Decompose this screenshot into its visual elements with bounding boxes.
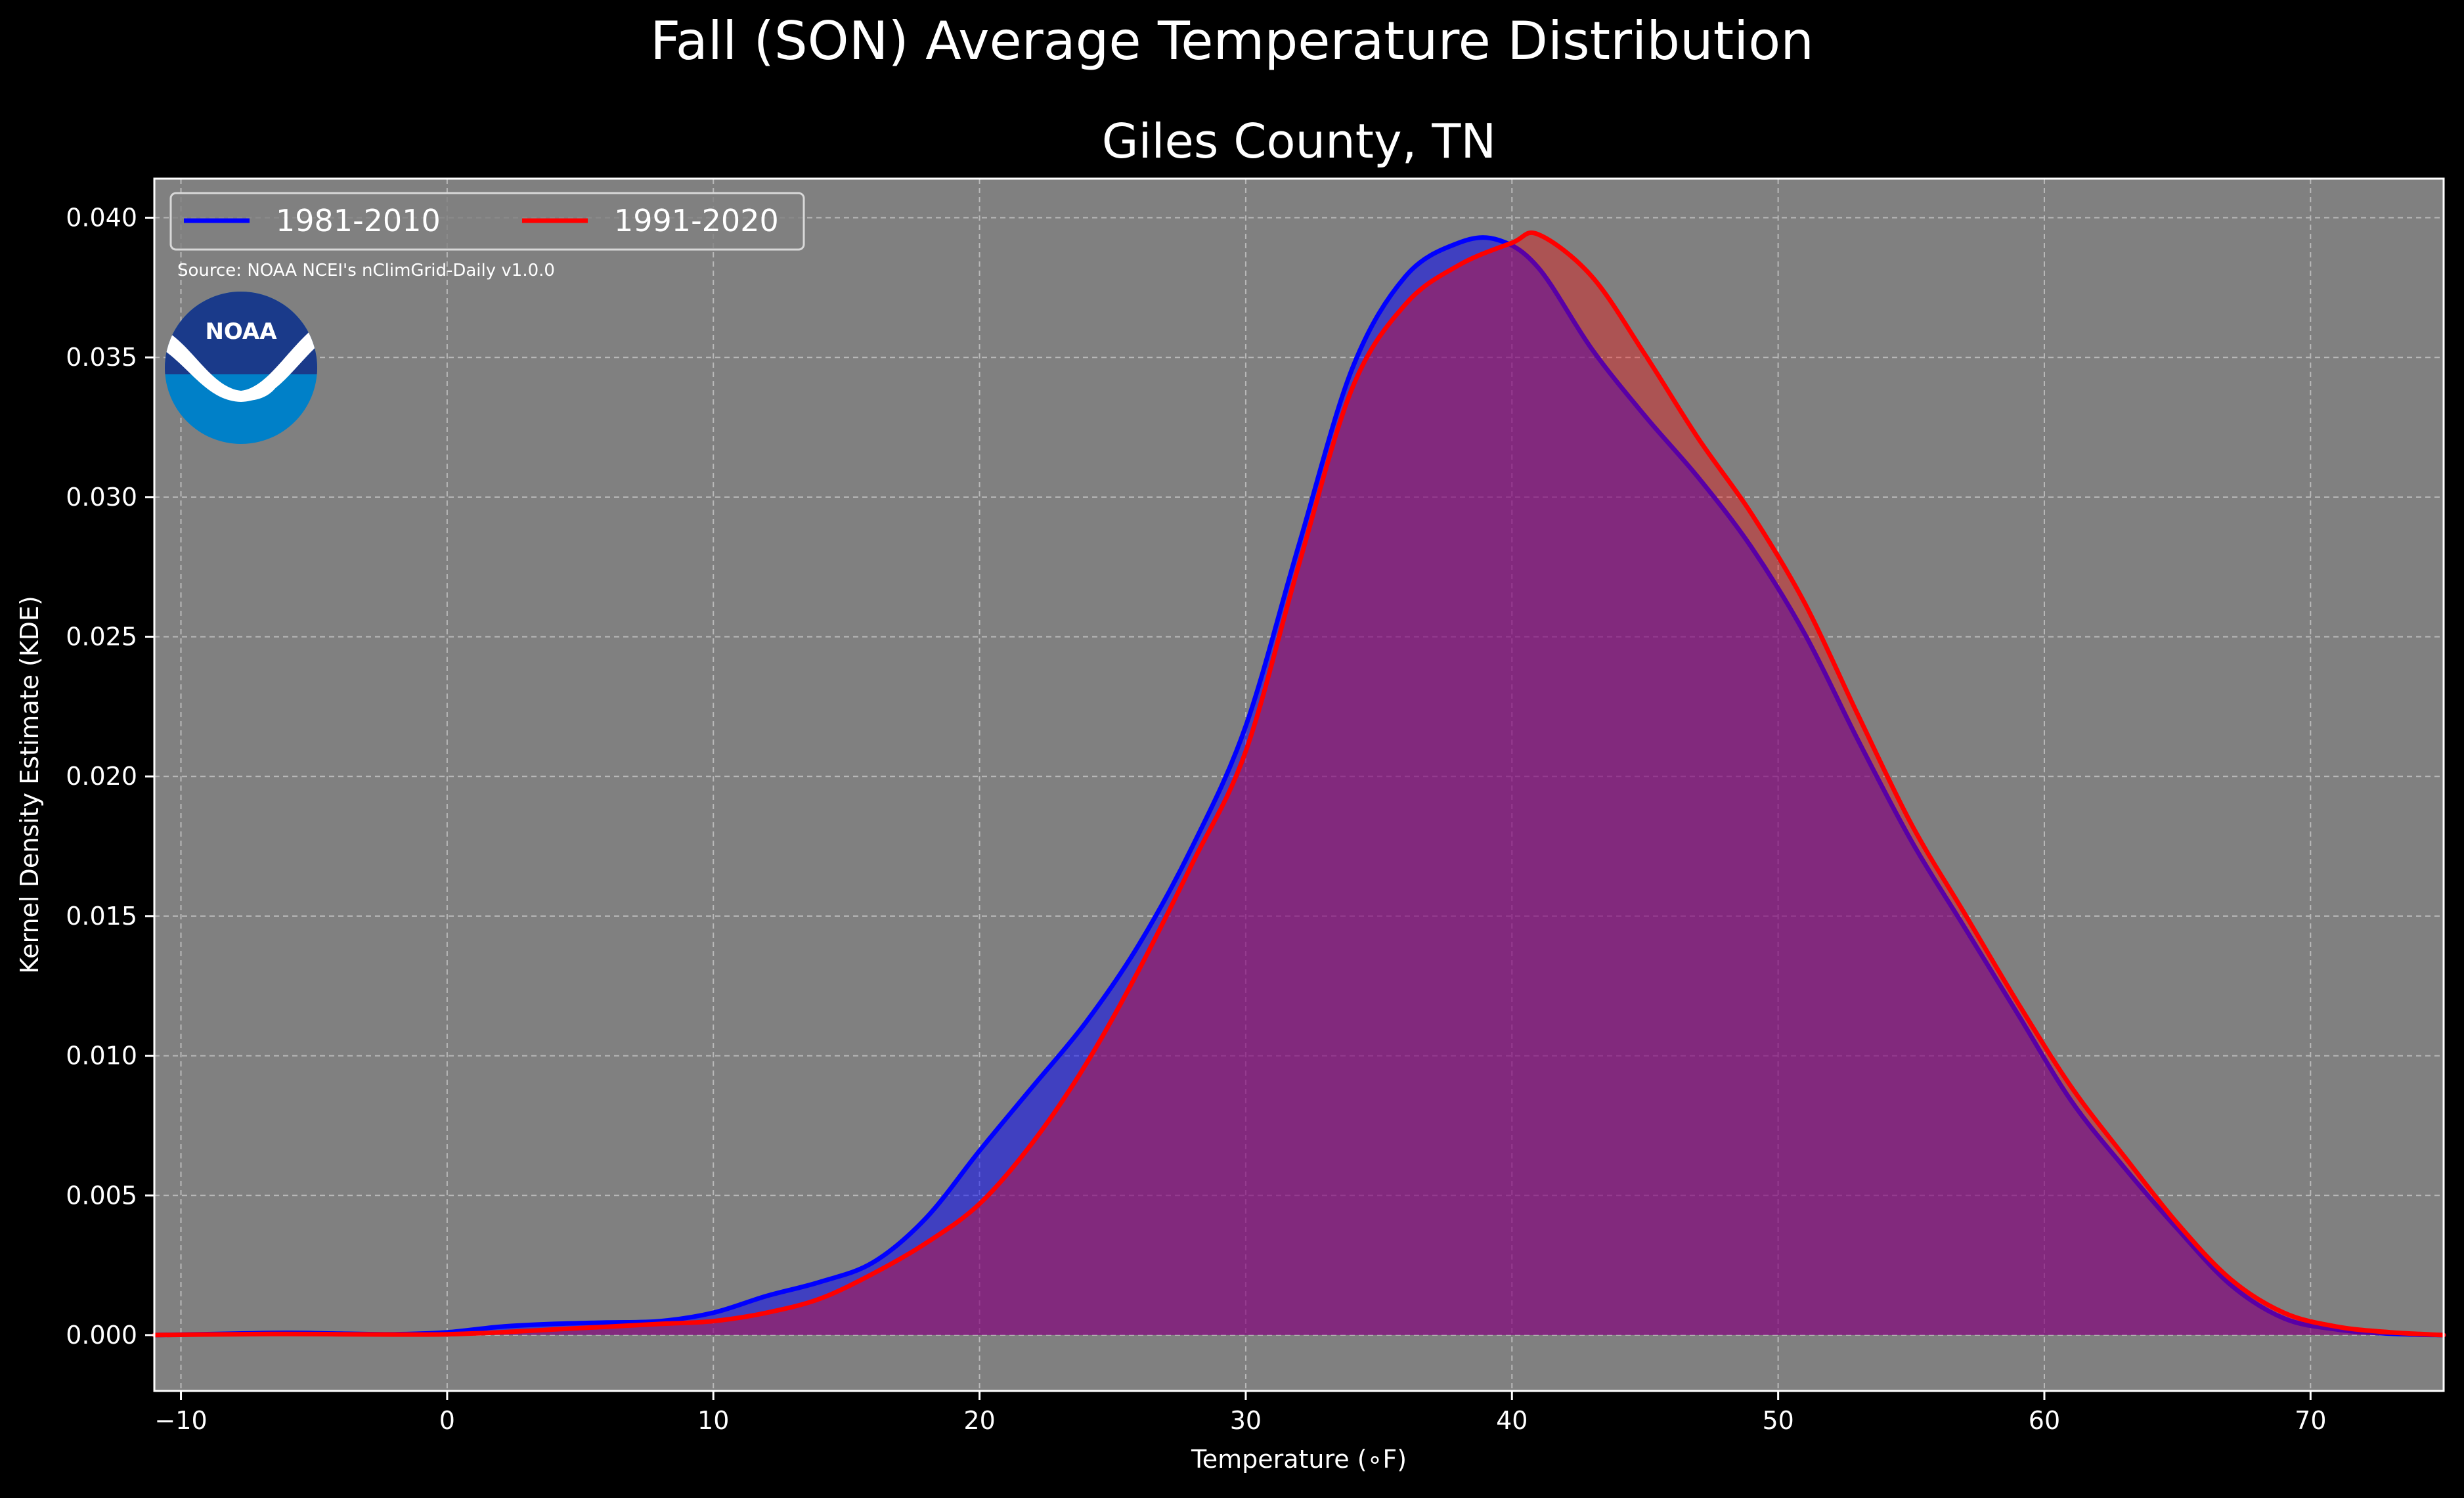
y-tick-label: 0.010 — [66, 1042, 137, 1070]
y-tick-label: 0.025 — [66, 623, 137, 651]
series-line-1981-2010 — [152, 235, 2446, 1338]
x-tick-label: 0 — [439, 1406, 455, 1435]
y-tick-label: 0.015 — [66, 902, 137, 931]
noaa-logo-text: NOAA — [205, 319, 277, 345]
legend-label-1981-2010: 1981-2010 — [276, 203, 441, 238]
y-tick-label: 0.000 — [66, 1321, 137, 1350]
legend-frame — [169, 192, 805, 251]
y-tick-label: 0.030 — [66, 483, 137, 512]
chart-title: Giles County, TN — [1102, 114, 1497, 169]
legend-label-1991-2020: 1991-2020 — [614, 203, 779, 238]
x-tick-label: 50 — [1762, 1406, 1793, 1435]
series-line-1991-2020 — [152, 230, 2446, 1338]
y-tick-label: 0.020 — [66, 762, 137, 791]
x-axis-label: Temperature (∘F) — [1191, 1445, 1407, 1474]
x-tick-label: 40 — [1496, 1406, 1528, 1435]
series-area-1991-2020 — [154, 232, 2444, 1335]
plot-frame — [153, 177, 2445, 1392]
y-tick-label: 0.005 — [66, 1181, 137, 1210]
x-tick-label: 70 — [2295, 1406, 2326, 1435]
x-tick-label: 30 — [1230, 1406, 1262, 1435]
x-axis: −10 0 10 20 30 40 50 60 70 — [154, 1391, 2327, 1435]
source-annotation: Source: NOAA NCEI's nClimGrid-Daily v1.0… — [177, 261, 555, 280]
x-tick-label: 60 — [2029, 1406, 2060, 1435]
y-tick-label: 0.040 — [66, 204, 137, 232]
y-tick-label: 0.035 — [66, 343, 137, 372]
legend: 1981-2010 1991-2020 — [169, 192, 805, 251]
chart-suptitle: Fall (SON) Average Temperature Distribut… — [650, 11, 1814, 72]
series-area-1981-2010 — [154, 237, 2444, 1335]
x-tick-label: 10 — [697, 1406, 729, 1435]
y-axis-label: Kernel Density Estimate (KDE) — [15, 596, 44, 974]
x-tick-label: 20 — [963, 1406, 995, 1435]
x-tick-label: −10 — [154, 1406, 207, 1435]
series-layer — [152, 230, 2446, 1338]
y-axis: 0.000 0.005 0.010 0.015 0.020 0.025 0.030 0.035… — [66, 204, 154, 1350]
